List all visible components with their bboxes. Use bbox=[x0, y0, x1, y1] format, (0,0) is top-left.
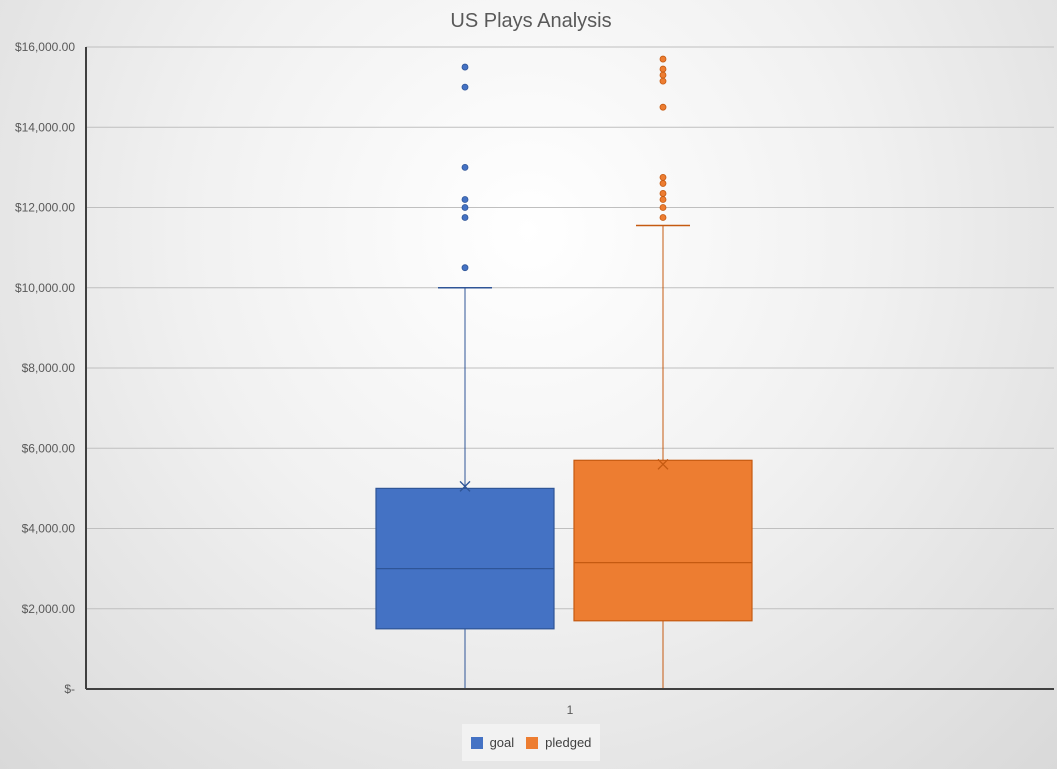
y-axis-ticks: $- $2,000.00 $4,000.00 $6,000.00 $8,000.00 $1… bbox=[15, 40, 75, 696]
y-tick-label: $10,000.00 bbox=[15, 281, 75, 295]
y-tick-label: $12,000.00 bbox=[15, 201, 75, 215]
box-iqr bbox=[573, 459, 753, 622]
outlier-point bbox=[461, 63, 469, 71]
y-tick-label: $8,000.00 bbox=[22, 361, 76, 375]
outlier-point bbox=[461, 196, 469, 203]
outlier-point bbox=[461, 163, 469, 171]
mean-marker bbox=[657, 458, 669, 470]
y-tick-label: $2,000.00 bbox=[22, 602, 76, 616]
x-category-label: 1 bbox=[567, 703, 574, 717]
outlier-point bbox=[659, 204, 667, 211]
mean-marker-stroke bbox=[459, 480, 471, 492]
mean-marker bbox=[459, 480, 471, 492]
legend-label-goal: goal bbox=[489, 735, 515, 750]
legend-swatch-goal bbox=[470, 736, 483, 749]
outlier-point bbox=[461, 204, 469, 211]
box-iqr bbox=[375, 487, 555, 630]
y-tick-label: $16,000.00 bbox=[15, 40, 75, 54]
legend: goal pledged bbox=[462, 724, 600, 761]
legend-swatch-pledged bbox=[526, 736, 539, 749]
outlier-point bbox=[659, 180, 667, 187]
axes bbox=[85, 47, 1054, 690]
chart-title: US Plays Analysis bbox=[450, 10, 611, 32]
outlier-point bbox=[659, 190, 667, 197]
legend-label-pledged: pledged bbox=[545, 735, 592, 750]
box-pledged bbox=[573, 55, 753, 690]
outlier-point bbox=[659, 71, 667, 79]
outlier-point bbox=[659, 65, 667, 73]
outlier-point bbox=[659, 196, 667, 203]
box-goal bbox=[375, 63, 555, 690]
outlier-point bbox=[461, 264, 469, 272]
y-tick-label: $- bbox=[64, 682, 75, 696]
gridlines bbox=[86, 46, 1054, 610]
outlier-point bbox=[659, 77, 667, 85]
box-series bbox=[375, 55, 753, 690]
outlier-point bbox=[659, 55, 667, 63]
legend-item-pledged: pledged bbox=[526, 735, 591, 750]
y-tick-label: $14,000.00 bbox=[15, 120, 75, 134]
outlier-point bbox=[461, 214, 469, 221]
mean-marker-stroke bbox=[657, 458, 669, 470]
y-tick-label: $4,000.00 bbox=[22, 522, 76, 536]
outlier-point bbox=[461, 83, 469, 91]
outlier-point bbox=[659, 174, 667, 181]
outlier-point bbox=[659, 103, 667, 111]
y-tick-label: $6,000.00 bbox=[22, 441, 76, 455]
outlier-point bbox=[659, 214, 667, 221]
legend-item-goal: goal bbox=[470, 735, 515, 750]
